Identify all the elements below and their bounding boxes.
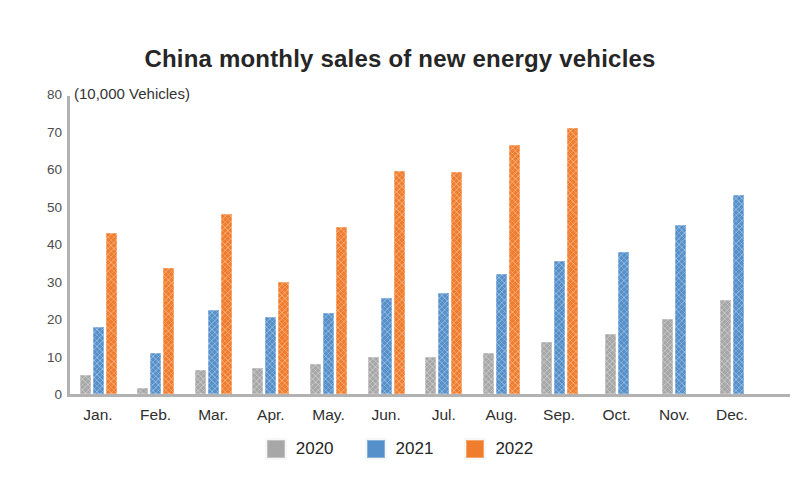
legend-item-2020: 2020 [267,439,334,459]
y-tick-60: 60 [0,162,62,178]
bar-2021-aug [496,274,507,394]
bar-2020-jun [368,357,379,395]
x-axis-label-mar: Mar. [183,406,243,424]
y-tick-30: 30 [0,275,62,291]
bar-2022-feb [163,268,174,394]
bar-group-nov: Nov. [654,94,694,394]
bar-2021-apr [265,317,276,394]
bar-2022-may [336,227,347,394]
y-tick-20: 20 [0,312,62,328]
bar-2021-mar [208,310,219,394]
x-axis-label-aug: Aug. [471,406,531,424]
chart-canvas: China monthly sales of new energy vehicl… [0,0,800,480]
bar-2022-jun [394,171,405,394]
x-axis-label-apr: Apr. [241,406,301,424]
bar-2021-feb [150,353,161,394]
legend-item-2021: 2021 [367,439,434,459]
legend-swatch-2021 [367,440,385,458]
bar-2021-jun [381,298,392,394]
bar-2020-jul [425,357,436,395]
x-axis-label-oct: Oct. [587,406,647,424]
bar-group-sep: Sep. [539,94,579,394]
x-axis-label-jun: Jun. [356,406,416,424]
bar-group-feb: Feb. [136,94,176,394]
x-axis-label-feb: Feb. [126,406,186,424]
x-axis-line [67,394,790,397]
bar-2022-apr [278,282,289,395]
legend-label-2020: 2020 [296,439,334,459]
bar-2021-jan [93,327,104,394]
legend: 2020 2021 2022 [0,439,800,459]
x-axis-label-may: May. [299,406,359,424]
bar-2020-dec [720,300,731,394]
plot-area: Jan. Feb. Mar. Apr. May. Jun. Jul. Aug. Sep. Oct.… [69,94,790,394]
bar-group-may: May. [309,94,349,394]
x-axis-label-dec: Dec. [702,406,762,424]
bar-2020-nov [662,319,673,394]
bar-2022-aug [509,145,520,394]
x-axis-label-nov: Nov. [644,406,704,424]
bar-group-jun: Jun. [366,94,406,394]
bar-2022-sep [567,128,578,394]
legend-item-2022: 2022 [466,439,533,459]
bar-group-jan: Jan. [78,94,118,394]
bar-2020-may [310,364,321,394]
bar-2021-sep [554,261,565,394]
x-axis-label-jul: Jul. [414,406,474,424]
y-tick-10: 10 [0,350,62,366]
bar-2021-nov [675,225,686,394]
bar-2020-sep [541,342,552,395]
bar-group-mar: Mar. [193,94,233,394]
bar-group-aug: Aug. [481,94,521,394]
legend-swatch-2020 [267,440,285,458]
bar-2022-jan [106,233,117,394]
bar-group-apr: Apr. [251,94,291,394]
y-tick-0: 0 [0,387,62,403]
bar-2021-jul [438,293,449,394]
bar-2020-mar [195,370,206,394]
y-tick-50: 50 [0,200,62,216]
bar-2022-mar [221,214,232,394]
bar-2021-oct [618,252,629,395]
y-tick-70: 70 [0,125,62,141]
y-tick-40: 40 [0,237,62,253]
bar-2020-jan [80,375,91,394]
legend-label-2021: 2021 [396,439,434,459]
bar-group-jul: Jul. [424,94,464,394]
bar-2022-jul [451,172,462,394]
chart-title: China monthly sales of new energy vehicl… [0,45,800,73]
legend-label-2022: 2022 [495,439,533,459]
bar-2020-apr [252,368,263,394]
bar-2020-aug [483,353,494,394]
bar-group-oct: Oct. [597,94,637,394]
y-tick-80: 80 [0,87,62,103]
bar-2020-feb [137,388,148,394]
x-axis-label-jan: Jan. [68,406,128,424]
bar-2021-dec [733,195,744,394]
bar-2021-may [323,313,334,394]
x-axis-label-sep: Sep. [529,406,589,424]
legend-swatch-2022 [466,440,484,458]
bar-group-dec: Dec. [712,94,752,394]
bar-2020-oct [605,334,616,394]
